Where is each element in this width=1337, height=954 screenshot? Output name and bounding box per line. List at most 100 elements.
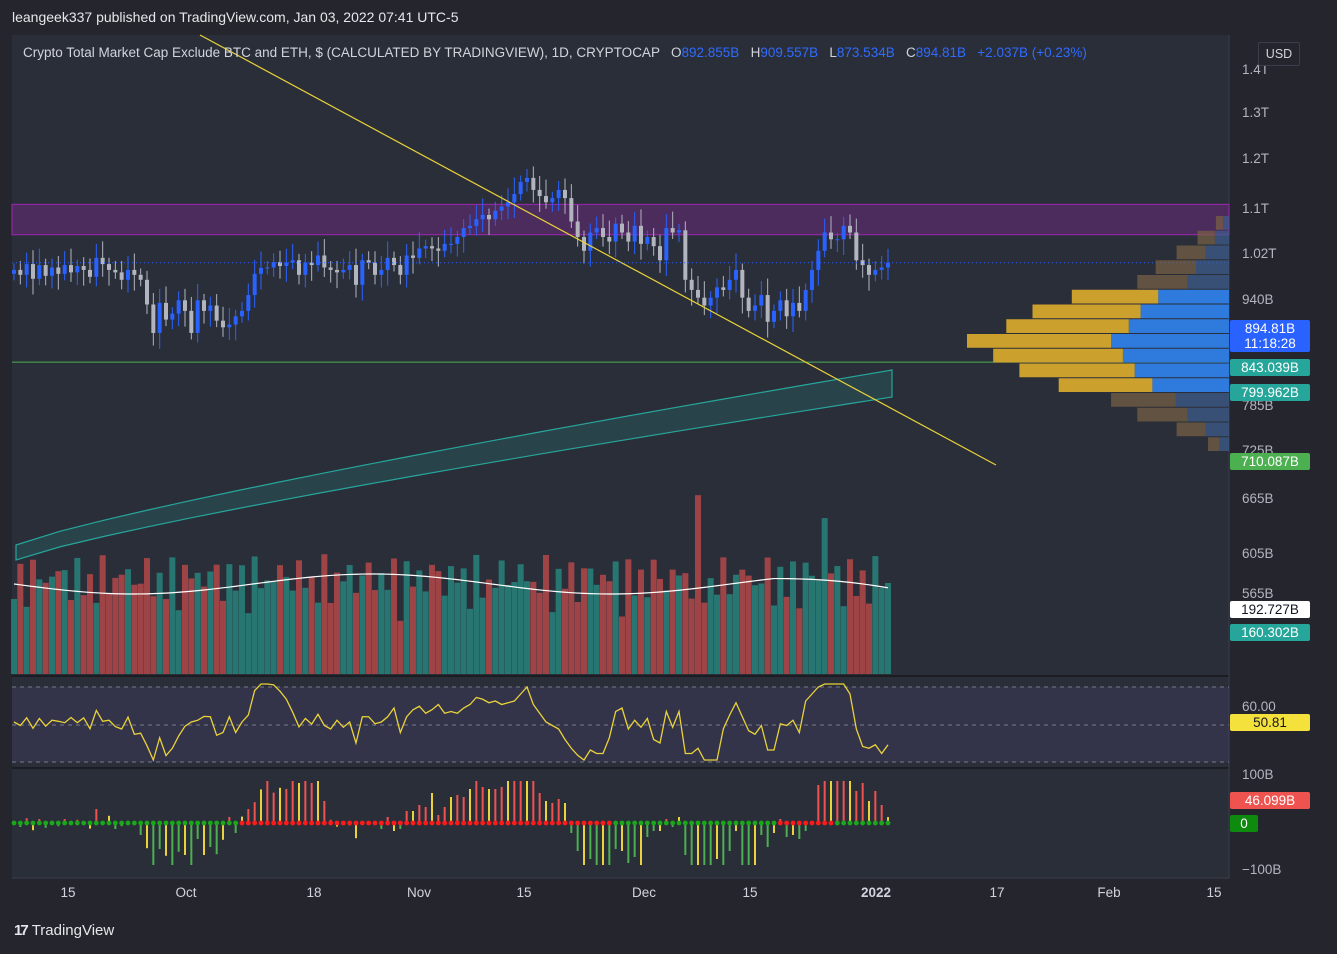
candle-body — [202, 300, 206, 311]
squeeze-dot — [207, 820, 213, 826]
squeeze-dot — [518, 820, 524, 826]
candle-body — [835, 239, 840, 241]
candle-body — [480, 214, 485, 220]
candle-body — [24, 264, 29, 275]
candle-body — [886, 262, 890, 268]
candle-body — [252, 273, 257, 296]
candle-body — [259, 267, 263, 274]
x-tick-label: Oct — [175, 885, 196, 900]
rsi-badge-label: 50.81 — [1253, 715, 1287, 730]
candle-body — [278, 262, 282, 267]
volume-ma-badge — [1230, 601, 1310, 618]
candle-body — [727, 279, 732, 290]
candle-body — [164, 302, 168, 320]
candle-body — [620, 223, 624, 233]
volume-profile-up — [1122, 348, 1229, 363]
legend-high-value: 909.557B — [760, 45, 819, 60]
volume-bar — [163, 599, 169, 674]
candle-body — [94, 257, 99, 277]
y-tick-label: 565B — [1242, 586, 1274, 601]
squeeze-dot — [359, 820, 365, 826]
candle-body — [449, 243, 453, 245]
squeeze-dot — [353, 820, 359, 826]
volume-profile — [967, 216, 1229, 451]
volume-bar — [226, 564, 233, 674]
candle-body — [151, 304, 156, 333]
volume-bar — [340, 581, 347, 674]
squeeze-zero-label: 0 — [1240, 816, 1248, 831]
candle-body — [423, 246, 428, 249]
candle-body — [556, 189, 561, 199]
x-tick-label: 2022 — [861, 885, 891, 900]
squeeze-dot — [245, 820, 251, 826]
squeeze-dot — [885, 820, 891, 826]
squeeze-dot — [378, 820, 384, 826]
candle-body — [645, 237, 650, 244]
candle-body — [100, 257, 105, 265]
candle-body — [455, 237, 460, 244]
publisher-line: leangeek337 published on TradingView.com… — [12, 9, 459, 25]
candle-body — [778, 300, 783, 311]
volume-bar — [441, 595, 448, 674]
volume-bar — [885, 582, 891, 674]
candle-body — [75, 266, 80, 273]
candle-body — [734, 269, 738, 280]
volume-profile-down — [1215, 216, 1224, 230]
candle-body — [18, 269, 23, 275]
squeeze-dot — [581, 820, 587, 826]
candle-body — [841, 225, 846, 240]
squeeze-dot — [195, 820, 201, 826]
volume-bar — [549, 612, 556, 674]
candle-body — [715, 287, 719, 298]
candle-body — [677, 230, 681, 233]
tradingview-logo[interactable]: 17 TradingView — [14, 922, 114, 939]
volume-bar — [422, 591, 429, 674]
volume-profile-up — [1187, 275, 1229, 289]
volume-bar — [296, 560, 302, 674]
candle-body — [873, 269, 878, 275]
currency-button[interactable]: USD — [1258, 42, 1300, 66]
last-price-badge — [1230, 320, 1310, 352]
squeeze-dot — [727, 820, 733, 826]
squeeze-dot — [100, 820, 106, 826]
volume-bar — [68, 600, 74, 674]
volume-bar — [302, 587, 309, 674]
volume-bar — [714, 594, 720, 674]
candle-body — [822, 232, 827, 251]
candle-body — [506, 202, 510, 207]
volume-bar — [796, 608, 803, 674]
volume-bar — [232, 590, 239, 674]
squeeze-dot — [372, 820, 378, 826]
squeeze-dot — [315, 820, 321, 826]
volume-bar — [397, 620, 404, 674]
candle-body — [233, 316, 238, 325]
squeeze-dot — [49, 820, 55, 826]
volume-bar — [106, 592, 112, 674]
candle-body — [791, 302, 795, 317]
volume-bar — [473, 554, 480, 674]
candle-body — [810, 269, 814, 290]
momentum-tick-label: −100B — [1242, 862, 1281, 877]
candle-body — [607, 237, 612, 242]
candle-body — [69, 265, 73, 273]
squeeze-dot — [423, 820, 429, 826]
squeeze-dot — [271, 820, 277, 826]
legend-open-value: 892.855B — [681, 45, 740, 60]
volume-bar — [771, 605, 777, 674]
volume-bar — [156, 572, 163, 674]
squeeze-dot — [499, 820, 505, 826]
candle-body — [518, 181, 523, 194]
squeeze-dot — [68, 820, 74, 826]
squeeze-dot — [347, 820, 353, 826]
candle-body — [328, 267, 333, 270]
candle-body — [829, 232, 833, 240]
chart-panel[interactable] — [12, 35, 1229, 878]
volume-bar — [574, 602, 581, 674]
rsi-tick-label: 60.00 — [1242, 699, 1276, 714]
squeeze-dot — [619, 820, 625, 826]
candle-body — [879, 267, 884, 270]
squeeze-dot — [220, 820, 226, 826]
candle-body — [759, 295, 764, 306]
volume-bar — [327, 602, 334, 674]
